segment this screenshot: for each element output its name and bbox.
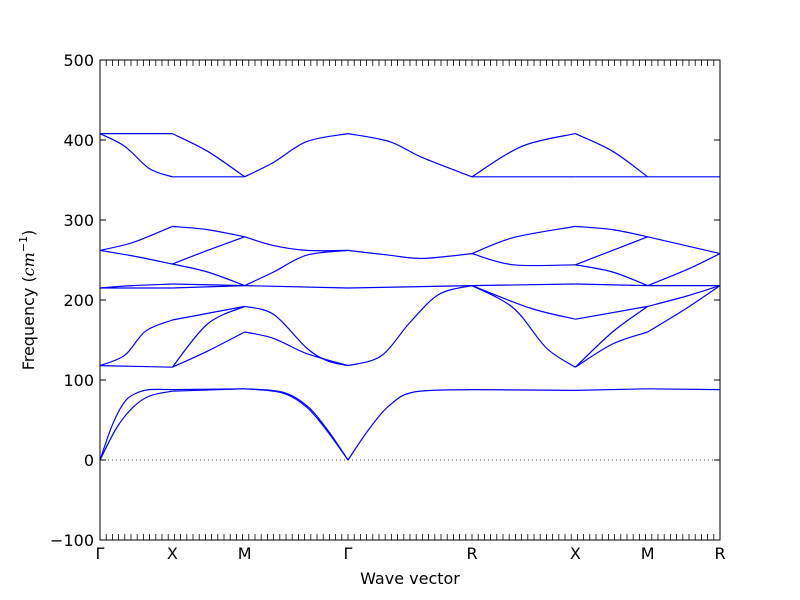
band-line xyxy=(172,225,245,238)
band-line xyxy=(347,133,473,178)
band-line xyxy=(647,285,721,333)
band-line xyxy=(99,249,173,265)
band-line xyxy=(172,331,245,368)
band-line xyxy=(172,133,246,178)
y-tick-label: −100 xyxy=(50,531,94,550)
band-line xyxy=(172,305,245,321)
band-line xyxy=(575,283,648,287)
y-axis-label-unit: cm xyxy=(19,252,38,276)
x-tick-label: R xyxy=(466,544,477,563)
band-line xyxy=(99,390,173,461)
band-line xyxy=(647,388,721,391)
x-tick-label: X xyxy=(570,544,581,563)
band-line xyxy=(171,305,245,368)
band-line xyxy=(244,331,349,367)
band-line xyxy=(172,263,245,287)
band-line xyxy=(244,249,349,287)
y-tick-label: 500 xyxy=(63,51,94,70)
band-line xyxy=(575,331,648,368)
band-line xyxy=(471,285,576,368)
x-tick-label: M xyxy=(238,544,252,563)
band-line xyxy=(244,133,349,178)
band-line xyxy=(172,236,245,265)
band-line xyxy=(347,249,473,260)
band-line xyxy=(575,133,649,178)
band-line xyxy=(575,264,648,287)
y-tick-label: 400 xyxy=(63,131,94,150)
band-line xyxy=(471,253,576,267)
bands-layer xyxy=(99,133,721,461)
band-line xyxy=(172,285,245,289)
band-line xyxy=(99,225,173,251)
x-tick-label: M xyxy=(641,544,655,563)
band-line xyxy=(647,285,721,307)
y-axis-label: Frequency (cm−1) xyxy=(17,230,38,371)
band-line xyxy=(347,285,473,289)
band-line xyxy=(647,253,721,287)
y-tick-label: 100 xyxy=(63,371,94,390)
band-line xyxy=(575,236,648,266)
band-line xyxy=(99,319,173,367)
band-line xyxy=(244,388,349,461)
y-tick-label: 300 xyxy=(63,211,94,230)
band-line xyxy=(575,305,648,320)
ticks-layer: −100 0 100 200 300 400 500 Γ X M Γ R X M R xyxy=(50,51,726,563)
axes-frame xyxy=(99,59,721,541)
x-tick-label: R xyxy=(714,544,725,563)
band-line xyxy=(244,305,349,367)
band-line xyxy=(471,389,576,391)
band-line xyxy=(575,225,648,238)
band-line xyxy=(347,389,473,461)
y-tick-label: 0 xyxy=(84,451,94,470)
band-line xyxy=(99,365,173,368)
band-line xyxy=(99,283,173,289)
y-axis-label-prefix: Frequency ( xyxy=(19,276,38,370)
band-line xyxy=(471,283,576,287)
x-tick-label: Γ xyxy=(344,544,353,563)
x-axis-label: Wave vector xyxy=(360,569,460,588)
band-line xyxy=(172,283,245,287)
x-tick-label: Γ xyxy=(96,544,105,563)
band-line xyxy=(99,388,173,461)
band-line xyxy=(244,236,349,252)
band-line xyxy=(575,388,648,391)
band-line xyxy=(647,236,721,255)
band-line xyxy=(172,388,245,392)
band-line xyxy=(574,305,649,368)
band-line xyxy=(471,133,576,178)
band-line xyxy=(99,133,173,178)
band-line xyxy=(471,225,576,255)
x-tick-label: X xyxy=(167,544,178,563)
band-line xyxy=(347,285,473,367)
y-tick-label: 200 xyxy=(63,291,94,310)
band-line xyxy=(471,285,576,320)
y-axis-label-suffix: ) xyxy=(19,230,38,236)
band-line xyxy=(244,285,349,289)
y-axis-label-exponent: −1 xyxy=(17,236,30,252)
